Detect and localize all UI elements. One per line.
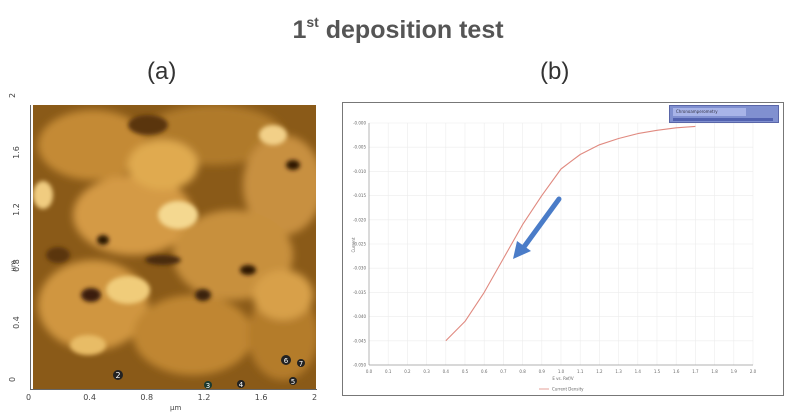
x-tick-label: 1.6	[673, 369, 680, 374]
title-superscript: st	[306, 14, 319, 30]
x-tick-label: 0.8	[519, 369, 526, 374]
x-tick-label: 1.5	[654, 369, 661, 374]
y-tick-label: -0.000	[353, 121, 366, 126]
x-tick-label: 1.8	[711, 369, 718, 374]
x-tick-label: 1.7	[692, 369, 699, 374]
x-axis-label: E vs. Ref/V	[552, 376, 574, 381]
afm-x-tick-label: 0	[26, 393, 32, 402]
y-tick-label: -0.040	[353, 314, 366, 319]
plot-tick-labels: 0.0 0.1 0.2 0.3 0.4 0.5 0.6 0.7 0.8 0.9 1.0 1.1 1.2 1…	[353, 121, 757, 375]
title-rest: deposition test	[318, 16, 504, 44]
inset-legend-label: Chronoamperometry	[673, 108, 746, 116]
afm-marker-7: 7	[299, 360, 303, 368]
afm-x-unit: μm	[170, 404, 182, 412]
afm-y-tick-label: 1.2	[11, 202, 21, 216]
afm-y-tick-label: 0.4	[11, 316, 21, 330]
y-tick-label: -0.030	[353, 266, 366, 271]
plot-grid	[368, 122, 754, 366]
x-tick-label: 1.0	[558, 369, 565, 374]
current-density-line	[445, 125, 696, 342]
afm-x-tick-label: 0.4	[83, 393, 96, 402]
afm-y-axis	[30, 105, 31, 390]
y-tick-label: -0.035	[353, 290, 366, 295]
afm-topography-image: 2 3 4 5 6 7	[33, 105, 316, 389]
x-tick-label: 2.0	[750, 369, 757, 374]
afm-y-unit: μm	[9, 260, 18, 272]
afm-x-tick-label: 2	[312, 393, 318, 402]
afm-marker-4: 4	[239, 381, 244, 389]
afm-texture: 2 3 4 5 6 7	[33, 105, 316, 389]
x-tick-label: 0.4	[443, 369, 450, 374]
y-tick-label: -0.025	[353, 242, 366, 247]
y-tick-label: -0.010	[353, 169, 366, 174]
y-tick-label: -0.050	[353, 363, 366, 368]
x-tick-label: 1.3	[615, 369, 622, 374]
x-tick-label: 0.0	[366, 369, 373, 374]
x-tick-label: 0.6	[481, 369, 488, 374]
plot-axes	[368, 123, 753, 366]
x-tick-label: 0.1	[385, 369, 392, 374]
afm-y-tick-label: 1.6	[11, 145, 21, 159]
afm-y-tick-label: 2	[8, 92, 18, 99]
y-tick-label: -0.020	[353, 217, 366, 222]
x-tick-label: 1.4	[635, 369, 642, 374]
x-tick-label: 1.2	[596, 369, 603, 374]
y-axis-label: Current	[351, 237, 356, 252]
plot-series	[445, 125, 696, 342]
direction-arrow-icon	[513, 196, 562, 259]
x-tick-label: 0.2	[404, 369, 411, 374]
panel-a-label: (a)	[147, 58, 177, 85]
afm-marker-2: 2	[115, 371, 120, 380]
afm-x-axis	[30, 389, 317, 390]
afm-marker-5: 5	[291, 378, 295, 386]
inset-legend-box: Chronoamperometry	[669, 105, 779, 123]
afm-marker-3: 3	[206, 382, 210, 389]
afm-x-tick-label: 0.8	[140, 393, 154, 402]
current-plot-panel: 0.0 0.1 0.2 0.3 0.4 0.5 0.6 0.7 0.8 0.9 1.0 1.1 1.2 1…	[342, 102, 784, 396]
x-tick-label: 0.7	[500, 369, 507, 374]
inset-legend-bar	[673, 118, 773, 121]
x-tick-label: 1.1	[577, 369, 584, 374]
title-base: 1	[292, 16, 307, 44]
legend-label: Current Density	[552, 387, 584, 392]
current-plot-svg: 0.0 0.1 0.2 0.3 0.4 0.5 0.6 0.7 0.8 0.9 1.0 1.1 1.2 1…	[351, 121, 757, 392]
x-tick-label: 1.9	[731, 369, 738, 374]
figure-title: 1st deposition test	[0, 14, 796, 45]
y-tick-label: -0.015	[353, 193, 366, 198]
afm-y-tick-label: 0	[8, 376, 18, 383]
afm-x-tick-label: 1.6	[254, 393, 268, 402]
afm-marker-6: 6	[284, 357, 289, 365]
y-tick-label: -0.045	[353, 338, 366, 343]
afm-x-tick-label: 1.2	[197, 393, 211, 402]
panel-b-label: (b)	[540, 58, 570, 85]
x-tick-label: 0.3	[423, 369, 430, 374]
x-tick-label: 0.5	[462, 369, 469, 374]
y-tick-label: -0.005	[353, 145, 366, 150]
x-tick-label: 0.9	[539, 369, 546, 374]
